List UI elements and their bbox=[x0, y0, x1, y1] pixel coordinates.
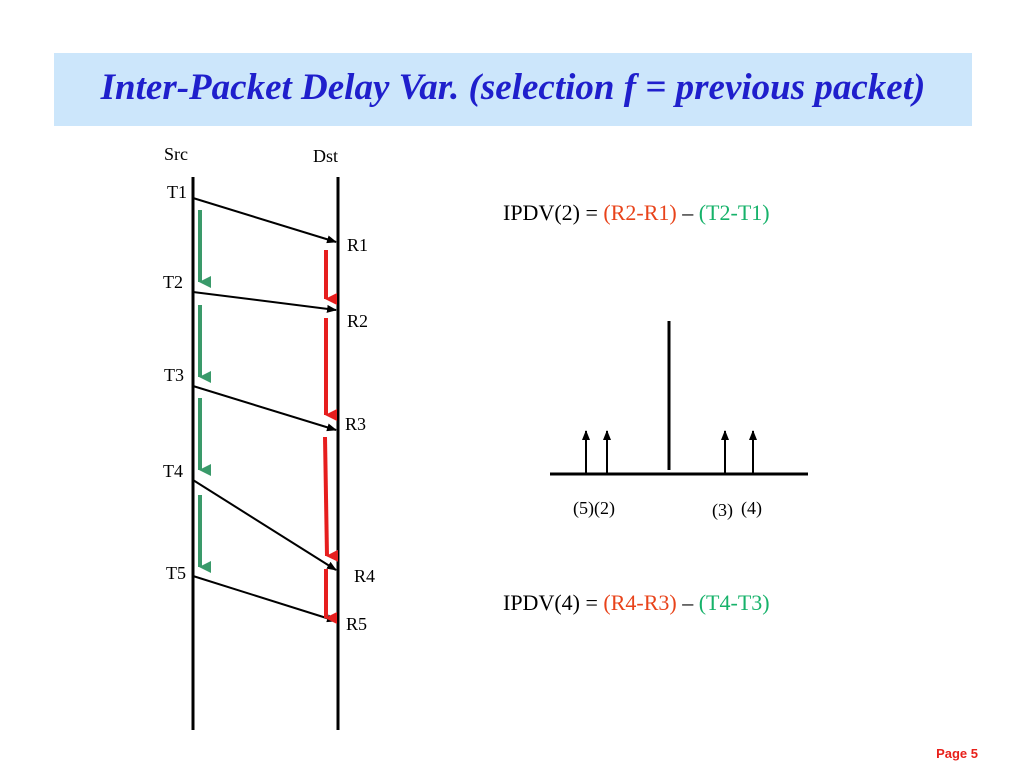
ipdv4-dash: – bbox=[676, 590, 699, 615]
ipdv4-recv-term: (R4-R3) bbox=[603, 590, 677, 615]
ipdv2-dash: – bbox=[676, 200, 699, 225]
packet-arrow-2 bbox=[192, 291, 337, 313]
ipdv4-formula: IPDV(4) = (R4-R3) – (T4-T3) bbox=[503, 590, 770, 616]
ipdv2-send-term: (T2-T1) bbox=[698, 200, 770, 225]
send-label-t5: T5 bbox=[166, 563, 186, 583]
send-label-t3: T3 bbox=[164, 365, 184, 385]
packet-arrow-3 bbox=[192, 385, 337, 432]
histogram-label-4: (4) bbox=[741, 498, 762, 518]
packet-arrow-4 bbox=[192, 479, 337, 571]
recv-label-r4: R4 bbox=[354, 566, 376, 586]
recv-interval-arrow-3 bbox=[323, 436, 339, 562]
src-label: Src bbox=[164, 144, 188, 164]
send-label-t1: T1 bbox=[167, 182, 187, 202]
send-label-t2: T2 bbox=[163, 272, 183, 292]
ipdv4-lhs: IPDV(4) = bbox=[503, 590, 604, 615]
recv-label-r2: R2 bbox=[347, 311, 369, 331]
histogram-label-left: (5)(2) bbox=[573, 498, 615, 518]
packet-arrow-5 bbox=[192, 575, 337, 623]
title-bar: Inter-Packet Delay Var. (selection f = p… bbox=[54, 53, 972, 126]
ipdv2-recv-term: (R2-R1) bbox=[603, 200, 677, 225]
recv-label-r3: R3 bbox=[345, 414, 367, 434]
packet-arrow-1 bbox=[192, 197, 337, 244]
ipdv4-send-term: (T4-T3) bbox=[698, 590, 770, 615]
send-label-t4: T4 bbox=[163, 461, 183, 481]
ipdv2-lhs: IPDV(2) = bbox=[503, 200, 604, 225]
ipdv2-formula: IPDV(2) = (R2-R1) – (T2-T1) bbox=[503, 200, 770, 226]
slide-title: Inter-Packet Delay Var. (selection f = p… bbox=[100, 67, 926, 108]
histogram-label-3: (3) bbox=[712, 500, 733, 520]
dst-label: Dst bbox=[313, 146, 339, 166]
page-number: Page 5 bbox=[936, 746, 978, 761]
recv-label-r5: R5 bbox=[346, 614, 368, 634]
recv-label-r1: R1 bbox=[347, 235, 369, 255]
